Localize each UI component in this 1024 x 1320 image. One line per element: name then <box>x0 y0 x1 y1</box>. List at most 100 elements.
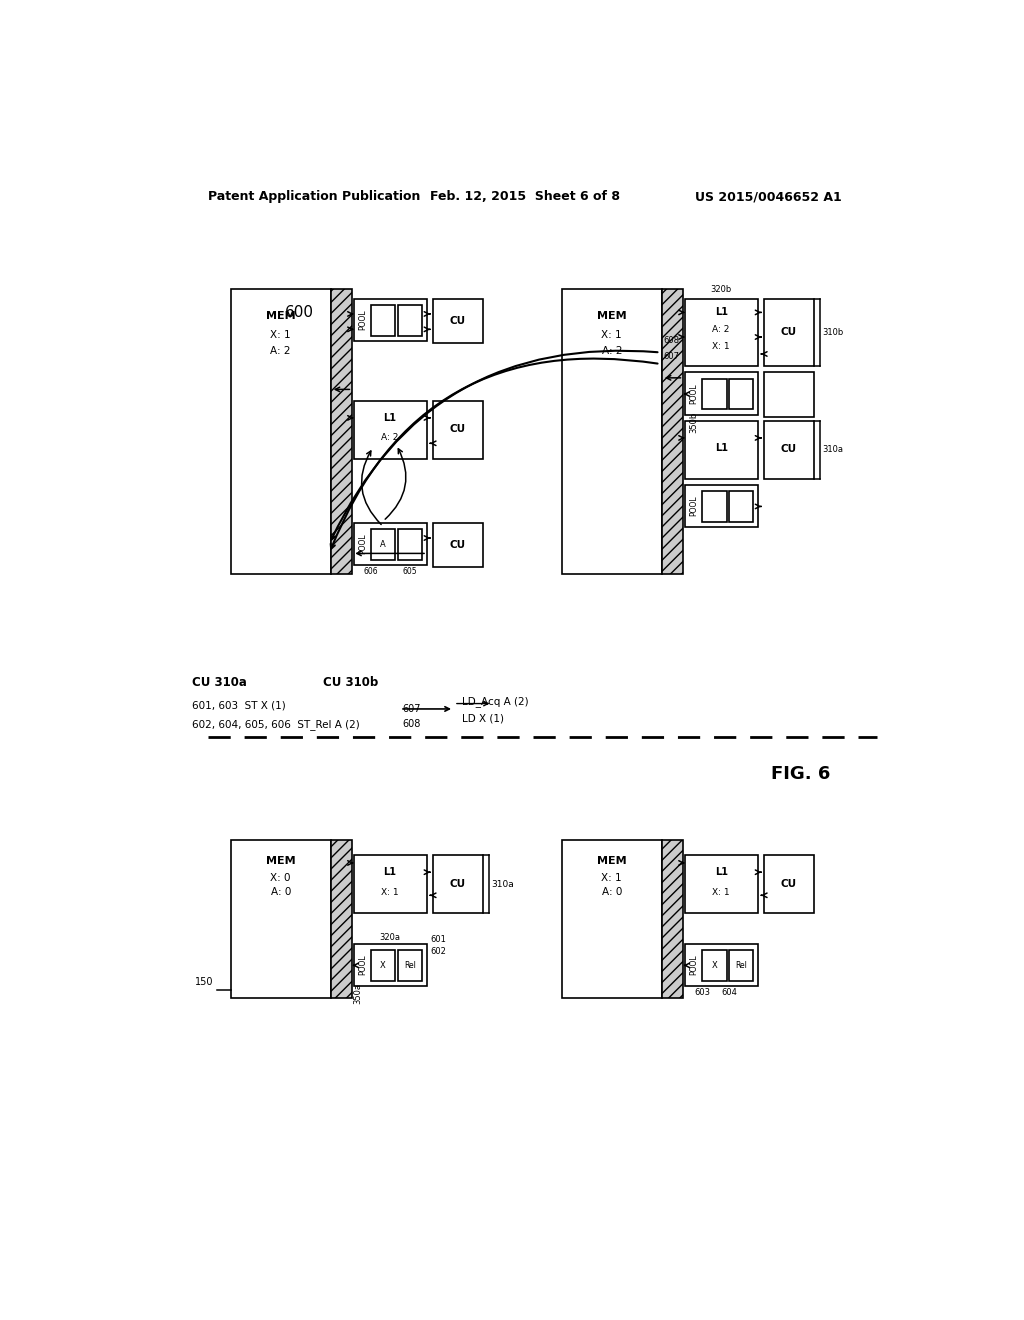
Text: CU: CU <box>450 540 466 550</box>
Text: A: 2: A: 2 <box>601 346 622 356</box>
Bar <box>331 289 352 574</box>
Text: POOL: POOL <box>690 495 698 516</box>
Text: X: 1: X: 1 <box>713 342 730 351</box>
Text: X: 1: X: 1 <box>270 330 291 341</box>
Bar <box>433 401 483 459</box>
Bar <box>354 298 427 341</box>
Text: 603: 603 <box>694 987 710 997</box>
Text: CU: CU <box>781 879 797 888</box>
Text: X: 1: X: 1 <box>381 888 399 896</box>
Text: LD_Acq A (2): LD_Acq A (2) <box>462 696 528 706</box>
Text: 350b: 350b <box>690 412 698 433</box>
Text: X: 1: X: 1 <box>713 888 730 896</box>
Text: 310a: 310a <box>490 879 514 888</box>
Bar <box>685 855 758 913</box>
Text: CU 310a: CU 310a <box>193 676 247 689</box>
Bar <box>433 855 483 913</box>
Bar <box>371 950 395 981</box>
Bar <box>701 950 727 981</box>
Bar <box>230 289 331 574</box>
FancyArrowPatch shape <box>361 451 381 524</box>
Bar <box>764 372 814 417</box>
Text: A: 2: A: 2 <box>270 346 291 356</box>
Text: 607: 607 <box>664 352 679 360</box>
Text: CU: CU <box>450 425 466 434</box>
Bar <box>764 855 814 913</box>
Text: MEM: MEM <box>597 312 627 321</box>
Bar <box>354 944 427 986</box>
Text: 320a: 320a <box>380 933 400 942</box>
Text: MEM: MEM <box>266 857 296 866</box>
Text: POOL: POOL <box>358 533 368 553</box>
Text: A: 2: A: 2 <box>713 325 730 334</box>
Bar <box>701 379 727 409</box>
Bar <box>701 491 727 521</box>
Text: POOL: POOL <box>690 383 698 404</box>
Text: CU 310b: CU 310b <box>323 676 378 689</box>
Text: Patent Application Publication: Patent Application Publication <box>208 190 420 203</box>
Bar <box>397 305 422 335</box>
Text: L1: L1 <box>384 867 396 878</box>
Bar <box>685 298 758 367</box>
Bar <box>397 529 422 560</box>
Bar <box>729 379 754 409</box>
Bar <box>354 855 427 913</box>
Bar <box>685 484 758 527</box>
Text: 605: 605 <box>402 566 418 576</box>
Bar <box>662 289 683 574</box>
Text: X: X <box>380 961 386 970</box>
Text: 310b: 310b <box>822 327 844 337</box>
Text: 606: 606 <box>364 566 378 576</box>
Bar <box>371 529 395 560</box>
Text: A: 0: A: 0 <box>602 887 622 898</box>
Text: MEM: MEM <box>266 312 296 321</box>
Bar <box>433 298 483 343</box>
FancyArrowPatch shape <box>331 359 657 549</box>
Text: 600: 600 <box>285 305 313 319</box>
Bar <box>685 421 758 479</box>
Text: 601: 601 <box>430 936 446 944</box>
Text: CU: CU <box>450 315 466 326</box>
Text: X: 1: X: 1 <box>601 330 623 341</box>
Text: 604: 604 <box>721 987 737 997</box>
Text: CU: CU <box>781 445 797 454</box>
Bar <box>397 950 422 981</box>
Text: 350a: 350a <box>353 983 362 1005</box>
Text: A: A <box>380 540 386 549</box>
Text: Feb. 12, 2015  Sheet 6 of 8: Feb. 12, 2015 Sheet 6 of 8 <box>430 190 620 203</box>
Text: MEM: MEM <box>597 857 627 866</box>
FancyArrowPatch shape <box>332 351 657 540</box>
Text: Rel: Rel <box>735 961 748 970</box>
Text: POOL: POOL <box>690 954 698 975</box>
Text: 320b: 320b <box>711 285 732 294</box>
Bar <box>764 421 814 479</box>
Bar <box>331 840 352 998</box>
Text: X: 0: X: 0 <box>270 874 291 883</box>
Text: US 2015/0046652 A1: US 2015/0046652 A1 <box>695 190 842 203</box>
Text: POOL: POOL <box>358 954 368 975</box>
Bar <box>764 298 814 367</box>
Text: 602: 602 <box>430 946 446 956</box>
Bar <box>354 401 427 459</box>
Text: X: X <box>712 961 717 970</box>
Text: 310a: 310a <box>822 445 843 454</box>
Bar <box>729 491 754 521</box>
Text: 608: 608 <box>402 719 421 730</box>
Text: 602, 604, 605, 606  ST_Rel A (2): 602, 604, 605, 606 ST_Rel A (2) <box>193 719 359 730</box>
FancyArrowPatch shape <box>385 449 406 519</box>
Text: 607: 607 <box>402 704 421 714</box>
Text: LD X (1): LD X (1) <box>462 714 504 723</box>
Bar <box>562 840 662 998</box>
Text: L1: L1 <box>384 413 396 422</box>
Text: CU: CU <box>781 327 797 338</box>
Bar <box>371 305 395 335</box>
Text: L1: L1 <box>715 308 728 317</box>
Text: Rel: Rel <box>404 961 416 970</box>
Text: 601, 603  ST X (1): 601, 603 ST X (1) <box>193 700 286 710</box>
Text: POOL: POOL <box>358 309 368 330</box>
Text: A: 2: A: 2 <box>381 433 398 442</box>
Text: FIG. 6: FIG. 6 <box>771 766 830 783</box>
Bar <box>662 840 683 998</box>
Text: L1: L1 <box>715 444 728 453</box>
Text: L1: L1 <box>715 867 728 878</box>
